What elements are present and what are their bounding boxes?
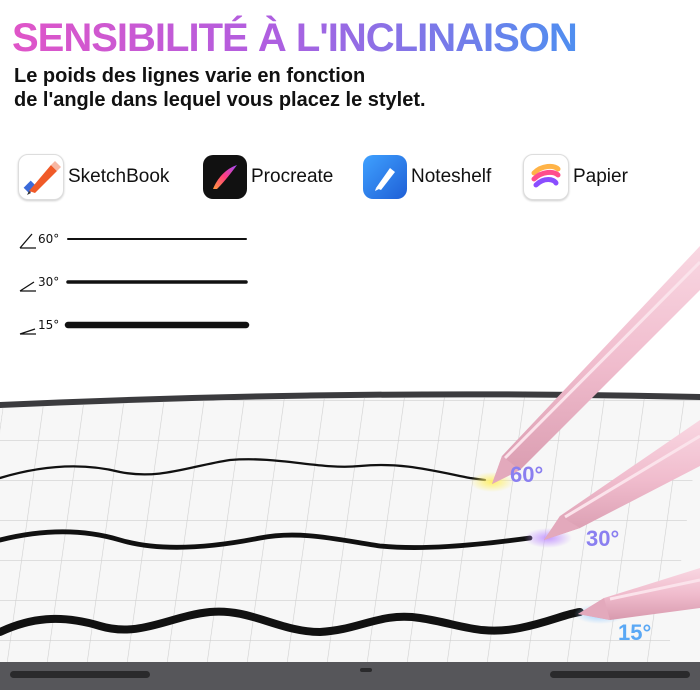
stroke-60 xyxy=(0,458,487,482)
angle-sample-60: 60° xyxy=(16,226,256,256)
tilt-label-15: 15° xyxy=(618,620,651,645)
app-label: SketchBook xyxy=(68,166,170,187)
noteshelf-icon xyxy=(363,155,407,199)
compatible-apps: SketchBook Procreate Noteshelf xyxy=(18,154,700,200)
angle-label: 15° xyxy=(38,318,60,332)
stylus-15 xyxy=(578,568,700,620)
app-papier: Papier xyxy=(523,154,628,200)
page-title: SENSIBILITÉ À L'INCLINAISON xyxy=(12,16,578,60)
angle-icon xyxy=(19,233,247,249)
app-label: Papier xyxy=(573,166,628,187)
angle-samples: 60° 30° 15° xyxy=(16,226,256,346)
stroke-15 xyxy=(0,607,584,637)
app-sketchbook: SketchBook xyxy=(18,154,169,200)
stylus-60 xyxy=(492,246,700,484)
angle-sample-30: 30° xyxy=(16,269,256,299)
page-subtitle: Le poids des lignes varie en fonction de… xyxy=(14,65,426,111)
app-label: Procreate xyxy=(251,166,334,187)
stroke-30 xyxy=(0,529,533,550)
papier-icon xyxy=(523,154,569,200)
sketchbook-icon xyxy=(18,154,64,200)
app-label: Noteshelf xyxy=(411,166,492,187)
speaker-grille xyxy=(10,671,690,678)
procreate-icon xyxy=(203,155,247,199)
stylus-30 xyxy=(544,420,700,540)
angle-label: 60° xyxy=(38,232,60,246)
angle-icon xyxy=(19,321,250,335)
tilt-label-60: 60° xyxy=(510,462,543,487)
angle-sample-15: 15° xyxy=(16,312,256,342)
tilt-label-30: 30° xyxy=(586,526,619,551)
app-noteshelf: Noteshelf xyxy=(363,154,491,200)
angle-icon xyxy=(19,280,248,292)
app-procreate: Procreate xyxy=(203,154,333,200)
angle-label: 30° xyxy=(38,275,60,289)
